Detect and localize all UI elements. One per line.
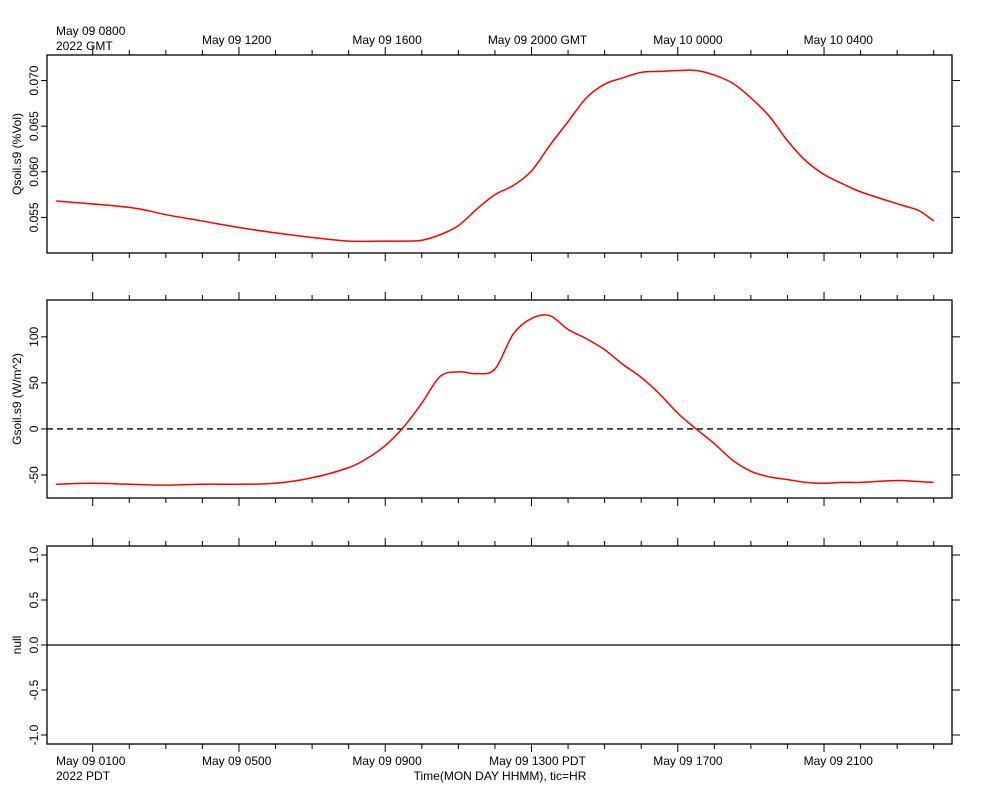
y-tick-label: 100 bbox=[27, 327, 41, 347]
y-tick-labels: -1.0 -0.5 0.0 0.5 1.0 bbox=[27, 546, 41, 745]
bottom-axis-label: May 09 0900 bbox=[352, 754, 422, 768]
panel-frame bbox=[46, 54, 953, 254]
bottom-axis-first-label: May 09 0100 bbox=[56, 754, 126, 768]
top-axis-label: May 10 0000 bbox=[653, 33, 723, 47]
series-line bbox=[56, 69, 935, 243]
top-axis-first-sublabel: 2022 GMT bbox=[56, 39, 113, 53]
x-ticks bbox=[92, 538, 935, 752]
panel-qsoil: Qsoil.s9 (%Vol) 0.055 0.060 0.065 0.070 bbox=[10, 47, 960, 261]
x-axis-title: Time(MON DAY HHMM), tic=HR bbox=[414, 769, 587, 783]
y-tick-label: 0.0 bbox=[27, 636, 41, 653]
y-tick-labels: 0.055 0.060 0.065 0.070 bbox=[27, 65, 41, 232]
bottom-axis-label: May 09 0500 bbox=[202, 754, 272, 768]
y-tick-label: -50 bbox=[27, 466, 41, 484]
top-time-axis: May 09 0800 2022 GMT May 09 1200 May 09 … bbox=[56, 24, 873, 53]
y-tick-label: -0.5 bbox=[27, 679, 41, 700]
x-ticks bbox=[92, 292, 935, 506]
bottom-axis-label: May 09 2100 bbox=[804, 754, 874, 768]
y-ticks bbox=[41, 336, 960, 476]
y-axis-label: Gsoil.s9 (W/m^2) bbox=[10, 353, 24, 445]
top-axis-first-label: May 09 0800 bbox=[56, 24, 126, 38]
series-line bbox=[56, 314, 934, 486]
y-tick-labels: -50 0 50 100 bbox=[27, 327, 41, 484]
series-layer bbox=[47, 314, 960, 486]
series-layer bbox=[56, 69, 935, 243]
bottom-axis-first-sublabel: 2022 PDT bbox=[56, 769, 111, 783]
panel-null: null -1.0 -0.5 0.0 0.5 1.0 bbox=[10, 538, 960, 752]
y-tick-label: -1.0 bbox=[27, 724, 41, 745]
y-axis-label: Qsoil.s9 (%Vol) bbox=[10, 113, 24, 195]
y-tick-label: 0.055 bbox=[27, 202, 41, 232]
y-tick-label: 0.070 bbox=[27, 65, 41, 95]
y-tick-label: 0.060 bbox=[27, 156, 41, 186]
y-tick-label: 0.5 bbox=[27, 591, 41, 608]
y-tick-label: 1.0 bbox=[27, 546, 41, 563]
top-axis-label: May 09 2000 GMT bbox=[488, 33, 588, 47]
bottom-axis-label: May 09 1700 bbox=[653, 754, 723, 768]
bottom-axis-label: May 09 1300 PDT bbox=[489, 754, 586, 768]
bottom-time-axis: May 09 0100 2022 PDT May 09 0500 May 09 … bbox=[56, 754, 873, 783]
x-ticks bbox=[92, 47, 935, 261]
y-tick-label: 0.065 bbox=[27, 111, 41, 141]
top-axis-label: May 10 0400 bbox=[804, 33, 874, 47]
panel-gsoil: Gsoil.s9 (W/m^2) -50 0 50 100 bbox=[10, 292, 960, 506]
top-axis-label: May 09 1600 bbox=[352, 33, 422, 47]
y-axis-label: null bbox=[10, 636, 24, 655]
y-tick-label: 0 bbox=[27, 425, 41, 432]
top-axis-label: May 09 1200 bbox=[202, 33, 272, 47]
y-tick-label: 50 bbox=[27, 376, 41, 390]
panel-frame bbox=[46, 299, 953, 499]
y-ticks bbox=[41, 80, 960, 218]
